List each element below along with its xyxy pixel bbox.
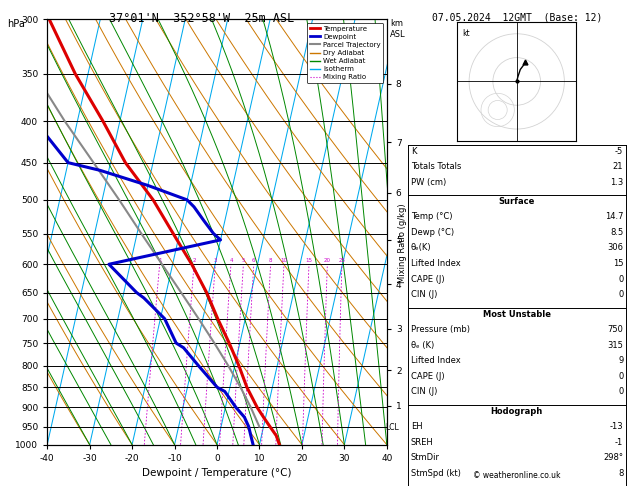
Text: 15: 15 [306, 258, 313, 263]
Text: 4: 4 [230, 258, 233, 263]
Text: 0: 0 [618, 290, 623, 299]
Text: 1: 1 [158, 258, 162, 263]
Text: 315: 315 [608, 341, 623, 350]
Text: 298°: 298° [603, 453, 623, 463]
Text: 8: 8 [269, 258, 272, 263]
Text: θₑ(K): θₑ(K) [411, 243, 431, 253]
Text: θₑ (K): θₑ (K) [411, 341, 434, 350]
X-axis label: Dewpoint / Temperature (°C): Dewpoint / Temperature (°C) [142, 469, 292, 478]
Text: Mixing Ratio (g/kg): Mixing Ratio (g/kg) [398, 203, 407, 283]
Text: 21: 21 [613, 162, 623, 172]
Text: LCL: LCL [386, 423, 399, 432]
Text: 10: 10 [281, 258, 287, 263]
Text: -13: -13 [610, 422, 623, 432]
Text: 1.3: 1.3 [610, 178, 623, 187]
Text: 0: 0 [618, 372, 623, 381]
Text: 2: 2 [192, 258, 196, 263]
Text: 5: 5 [242, 258, 245, 263]
Text: 3: 3 [214, 258, 217, 263]
Text: 8: 8 [618, 469, 623, 478]
Text: K: K [411, 147, 416, 156]
Text: StmSpd (kt): StmSpd (kt) [411, 469, 460, 478]
Legend: Temperature, Dewpoint, Parcel Trajectory, Dry Adiabat, Wet Adiabat, Isotherm, Mi: Temperature, Dewpoint, Parcel Trajectory… [307, 23, 383, 83]
Text: StmDir: StmDir [411, 453, 440, 463]
Text: Totals Totals: Totals Totals [411, 162, 461, 172]
Text: km
ASL: km ASL [390, 19, 406, 39]
Text: 9: 9 [618, 356, 623, 365]
Text: -1: -1 [615, 438, 623, 447]
Text: SREH: SREH [411, 438, 433, 447]
Text: Pressure (mb): Pressure (mb) [411, 325, 470, 334]
Text: Lifted Index: Lifted Index [411, 356, 460, 365]
Text: 0: 0 [618, 275, 623, 284]
Text: Dewp (°C): Dewp (°C) [411, 228, 454, 237]
Text: 8.5: 8.5 [610, 228, 623, 237]
Text: EH: EH [411, 422, 422, 432]
Text: 20: 20 [324, 258, 331, 263]
Text: 07.05.2024  12GMT  (Base: 12): 07.05.2024 12GMT (Base: 12) [431, 12, 602, 22]
Text: CAPE (J): CAPE (J) [411, 275, 444, 284]
Text: Temp (°C): Temp (°C) [411, 212, 452, 222]
Text: 14.7: 14.7 [605, 212, 623, 222]
Text: 15: 15 [613, 259, 623, 268]
Text: © weatheronline.co.uk: © weatheronline.co.uk [473, 471, 560, 480]
Text: CIN (J): CIN (J) [411, 290, 437, 299]
Text: PW (cm): PW (cm) [411, 178, 446, 187]
Text: CIN (J): CIN (J) [411, 387, 437, 397]
Text: 750: 750 [608, 325, 623, 334]
Text: Surface: Surface [499, 197, 535, 206]
Text: 25: 25 [338, 258, 345, 263]
Text: hPa: hPa [8, 19, 25, 30]
Text: Most Unstable: Most Unstable [482, 310, 551, 319]
Text: -5: -5 [615, 147, 623, 156]
Text: 37°01'N  352°58'W  25m ASL: 37°01'N 352°58'W 25m ASL [109, 12, 294, 25]
Text: 306: 306 [608, 243, 623, 253]
Text: 6: 6 [252, 258, 255, 263]
Text: 0: 0 [618, 387, 623, 397]
Text: Lifted Index: Lifted Index [411, 259, 460, 268]
Text: Hodograph: Hodograph [491, 407, 543, 416]
Text: kt: kt [462, 29, 470, 38]
Text: CAPE (J): CAPE (J) [411, 372, 444, 381]
